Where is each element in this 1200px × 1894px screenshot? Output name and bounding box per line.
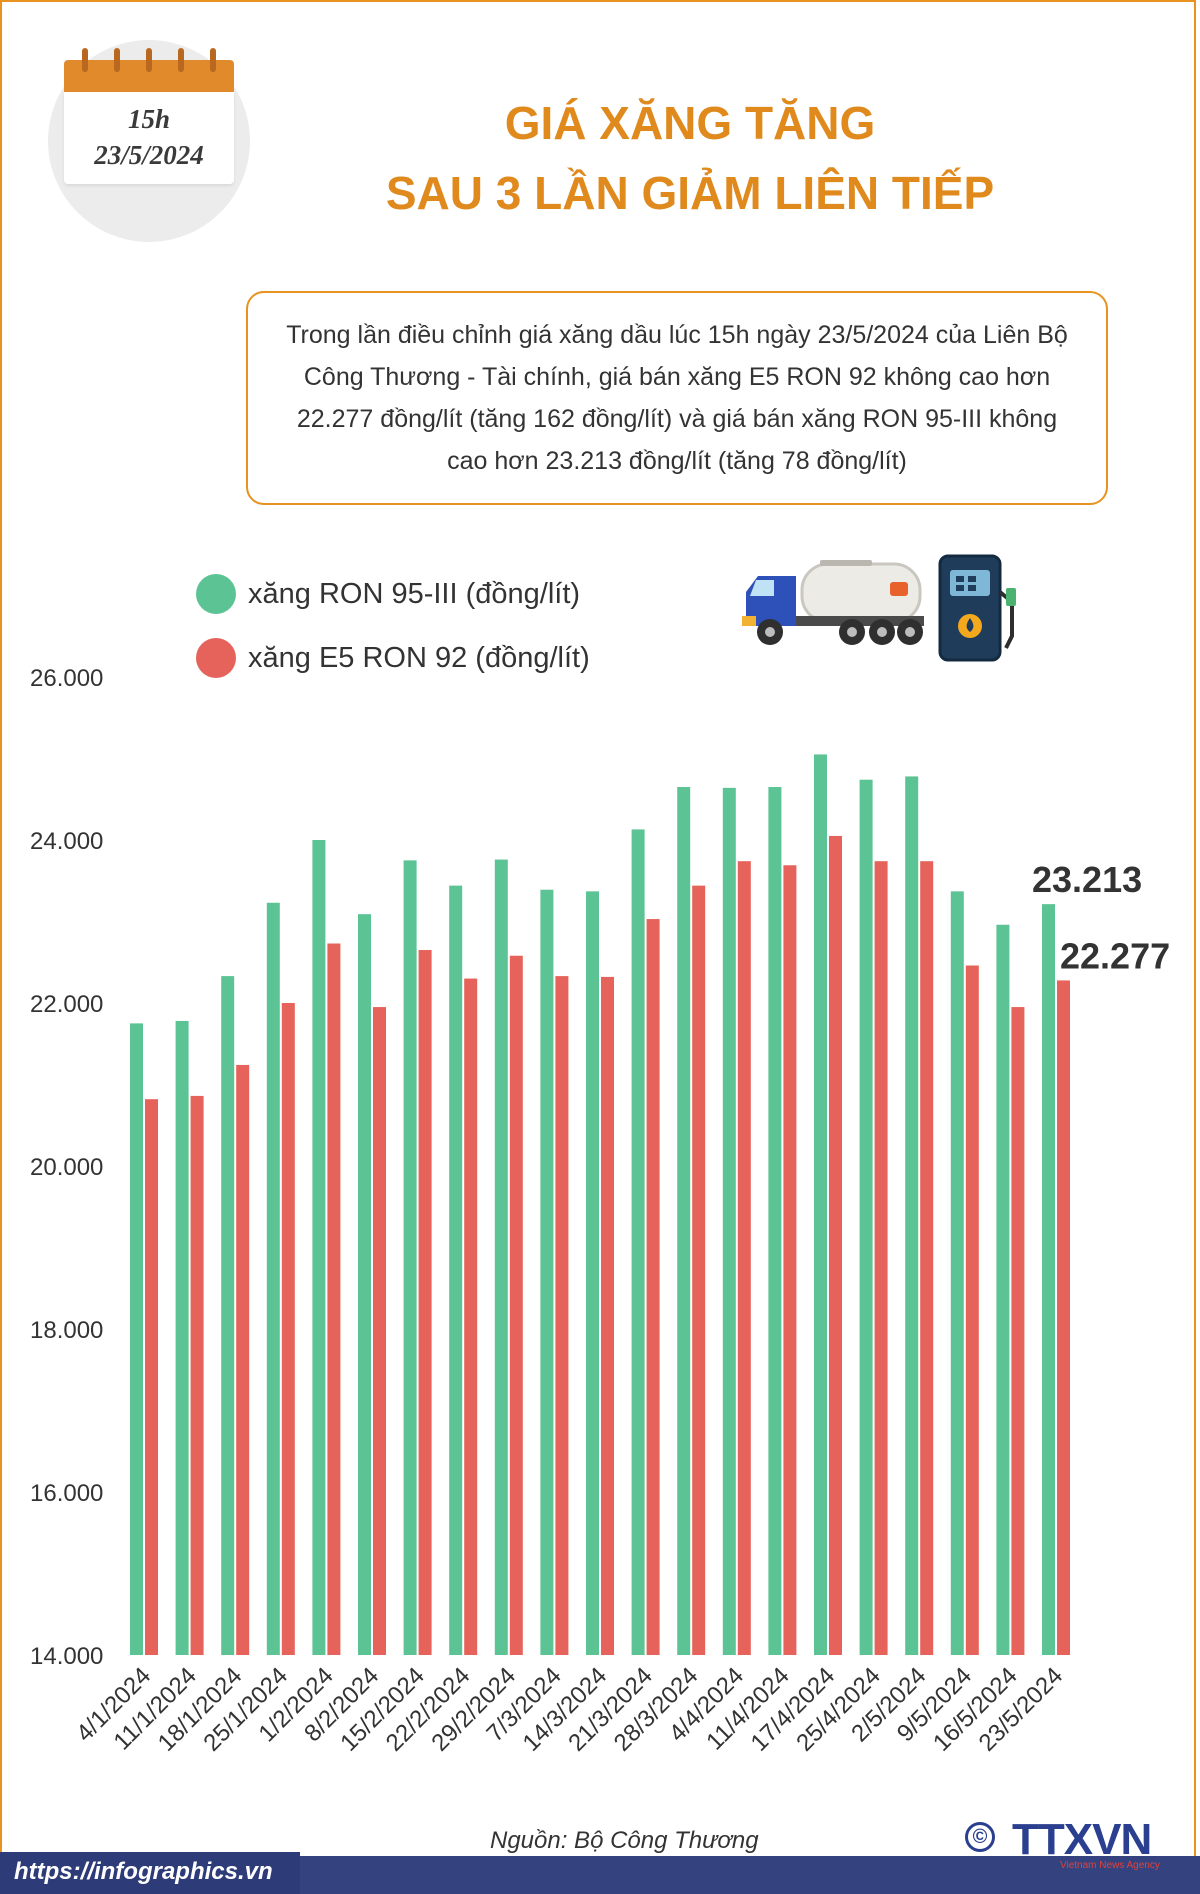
bar-e5 (464, 978, 478, 1655)
bar-e5 (783, 865, 797, 1655)
bar-e5 (1057, 980, 1070, 1655)
bar-ron95 (130, 1023, 143, 1655)
logo-subtitle: Vietnam News Agency (1060, 1860, 1160, 1871)
y-tick-label: 16.000 (30, 1480, 103, 1507)
title-line-1: GIÁ XĂNG TĂNG (504, 97, 876, 149)
summary-text: Trong lần điều chỉnh giá xăng dầu lúc 15… (286, 321, 1068, 475)
bar-ron95 (631, 829, 645, 1655)
y-tick-label: 26.000 (30, 665, 103, 692)
bar-ron95 (175, 1020, 189, 1655)
calendar-page (64, 92, 234, 184)
bar-e5 (692, 885, 706, 1655)
calendar-ring (146, 48, 152, 72)
bar-ron95 (403, 860, 417, 1655)
legend-item-ron95: xăng RON 95-III (đồng/lít) (196, 572, 580, 616)
bar-e5 (829, 835, 842, 1655)
bar-ron95 (312, 840, 326, 1655)
calendar-ring (114, 48, 120, 72)
bar-e5 (646, 919, 660, 1655)
tanker-truck-icon (742, 560, 924, 645)
bar-e5 (555, 976, 569, 1655)
bar-e5 (509, 955, 523, 1655)
title-line-2: SAU 3 LẦN GIẢM LIÊN TIẾP (385, 167, 995, 219)
bar-ron95 (814, 754, 827, 1655)
y-tick-label: 18.000 (30, 1317, 103, 1344)
bar-ron95 (449, 885, 463, 1655)
y-tick-label: 24.000 (30, 828, 103, 855)
calendar-time: 15h (127, 104, 171, 134)
fuel-pump-icon (938, 554, 1016, 662)
bar-ron95 (996, 924, 1010, 1655)
ttxvn-logo: TTXVN (1012, 1815, 1152, 1864)
bar-e5 (601, 976, 614, 1655)
legend-item-e5: xăng E5 RON 92 (đồng/lít) (196, 636, 590, 680)
bar-e5 (965, 965, 979, 1655)
page-title: GIÁ XĂNG TĂNG SAU 3 LẦN GIẢM LIÊN TIẾP (300, 88, 1080, 228)
bar-ron95 (1042, 904, 1055, 1655)
bar-ron95 (358, 914, 371, 1655)
website-link[interactable]: https://infographics.vn (14, 1858, 273, 1885)
bar-e5 (373, 1007, 386, 1655)
bar-ron95 (859, 779, 873, 1655)
bar-ron95 (494, 859, 508, 1655)
legend-label-ron95: xăng RON 95-III (đồng/lít) (248, 577, 581, 610)
footer-url-tab (0, 1852, 300, 1894)
bar-ron95 (768, 787, 782, 1655)
bar-ron95 (586, 891, 599, 1655)
calendar-date: 23/5/2024 (94, 140, 204, 170)
legend-swatch-e5 (196, 638, 236, 678)
bar-ron95 (221, 976, 235, 1655)
copyright-icon: © (965, 1822, 995, 1852)
calendar-ring (82, 48, 88, 72)
bar-e5 (190, 1095, 204, 1655)
bar-e5 (874, 861, 888, 1655)
bar-ron95 (722, 787, 736, 1655)
y-tick-label: 14.000 (30, 1643, 103, 1670)
bar-e5 (236, 1064, 250, 1655)
bar-ron95 (540, 889, 554, 1655)
bar-e5 (327, 943, 341, 1655)
y-tick-label: 20.000 (30, 1154, 103, 1181)
bar-e5 (418, 950, 432, 1655)
bar-ron95 (266, 902, 280, 1655)
source-note: Nguồn: Bộ Công Thương (490, 1827, 759, 1854)
bar-e5 (1011, 1007, 1025, 1655)
bar-ron95 (950, 891, 964, 1655)
bar-e5 (145, 1099, 158, 1655)
annotation-e5: 22.277 (1060, 935, 1170, 976)
annotation-ron95: 23.213 (1032, 859, 1142, 900)
calendar-ring (178, 48, 184, 72)
legend-swatch-ron95 (196, 574, 236, 614)
bar-e5 (737, 861, 751, 1655)
calendar-icon: 15h 23/5/2024 (64, 48, 234, 184)
y-tick-label: 22.000 (30, 991, 103, 1018)
bar-e5 (281, 1003, 295, 1655)
bar-e5 (920, 861, 934, 1655)
summary-box: Trong lần điều chỉnh giá xăng dầu lúc 15… (246, 291, 1108, 505)
bar-ron95 (905, 776, 919, 1655)
bar-ron95 (677, 787, 691, 1655)
legend-label-e5: xăng E5 RON 92 (đồng/lít) (248, 641, 590, 674)
calendar-ring (210, 48, 216, 72)
